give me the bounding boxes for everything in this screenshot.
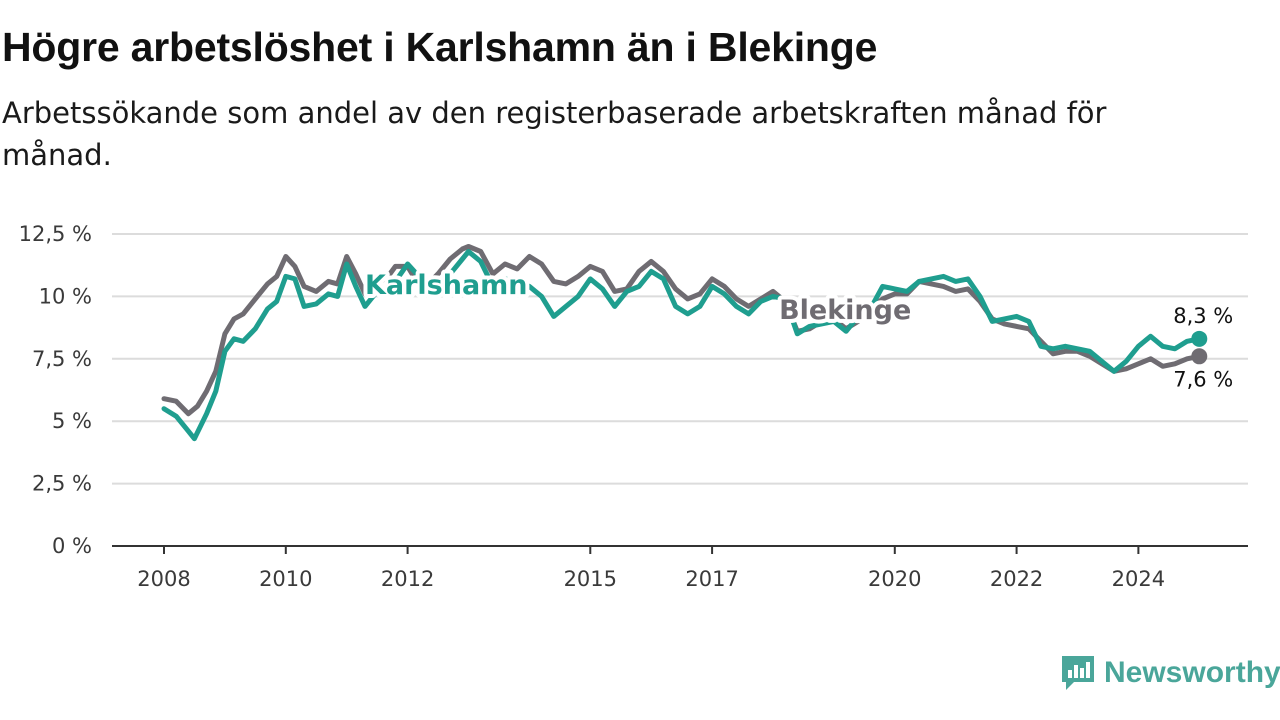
y-tick-label: 0 % <box>52 534 92 558</box>
series-line-karlshamn <box>161 249 1202 442</box>
line-chart: 0 %2,5 %5 %7,5 %10 %12,5 % 2008 2010 2012 2… <box>19 222 1248 591</box>
end-label-halo-blekinge: 7,6 % <box>1173 367 1233 391</box>
x-tick-label: 2015 <box>564 567 617 591</box>
newsworthy-logo: Newsworthy <box>1060 655 1280 691</box>
series-lines <box>161 244 1208 442</box>
x-tick-label: 2024 <box>1112 567 1165 591</box>
x-tick-label: 2008 <box>137 567 190 591</box>
series-label-halo-karlshamn: Karlshamn <box>365 270 528 301</box>
series-label-halo-blekinge: Blekinge <box>779 295 911 326</box>
newsworthy-logo-icon <box>1062 656 1094 690</box>
y-tick-label: 10 % <box>39 284 92 308</box>
y-tick-label: 5 % <box>52 409 92 433</box>
x-tick-label: 2012 <box>381 567 434 591</box>
x-tick-label: 2022 <box>990 567 1043 591</box>
x-tick-label: 2020 <box>868 567 921 591</box>
y-axis-ticks: 0 % 2,5 % 5 % 7,5 % 10 % 12,5 % <box>19 222 92 558</box>
series-line-blekinge <box>161 244 1202 417</box>
x-tick-label: 2010 <box>259 567 312 591</box>
series-label-karlshamn: Karlshamn <box>365 270 528 301</box>
chart-title: Högre arbetslöshet i Karlshamn än i Blek… <box>2 24 878 70</box>
chart-subtitle: Arbetssökande som andel av den registerb… <box>2 96 1107 172</box>
end-label-blekinge: 7,6 % <box>1173 367 1233 391</box>
newsworthy-logo-text: Newsworthy <box>1104 656 1280 689</box>
end-point-karlshamn <box>1191 330 1208 347</box>
y-tick-label: 7,5 % <box>32 347 92 371</box>
series-label-blekinge: Blekinge <box>779 295 911 326</box>
end-label-karlshamn: 8,3 % <box>1173 304 1233 328</box>
y-tick-label: 2,5 % <box>32 472 92 496</box>
end-point-blekinge <box>1191 348 1208 365</box>
end-label-halo-karlshamn: 8,3 % <box>1173 304 1233 328</box>
x-tick-label: 2017 <box>685 567 738 591</box>
y-tick-label: 12,5 % <box>19 222 92 246</box>
x-axis-ticks: 2008 2010 2012 2015 2017 2020 2022 2024 <box>137 546 1165 591</box>
